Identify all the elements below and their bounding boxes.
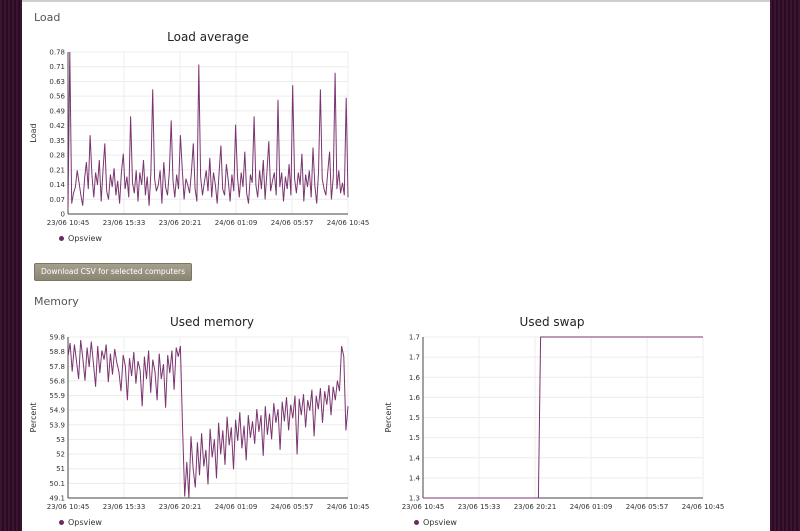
y-tick-label: 52 [56,451,65,459]
y-tick-label: 54.9 [49,407,65,415]
y-tick-label: 56.8 [49,377,65,385]
y-axis-label: Load [29,123,38,142]
legend-dot-icon [59,236,64,241]
x-tick-label: 24/06 01:09 [215,219,258,227]
y-tick-label: 1.5 [409,434,420,442]
x-tick-label: 23/06 15:33 [458,503,501,511]
y-tick-label: 0.49 [49,107,65,115]
y-tick-label: 0.35 [49,137,65,145]
x-tick-label: 24/06 05:57 [271,503,314,511]
chart-title-load: Load average [167,30,249,44]
y-tick-label: 1.4 [409,474,421,482]
series-line-opsview [423,336,703,499]
y-tick-label: 0 [61,211,65,219]
y-tick-label: 0.07 [49,196,65,204]
y-tick-label: 0.42 [49,122,65,130]
chart-title-memory: Used memory [170,315,254,329]
y-tick-label: 1.3 [409,495,420,503]
y-tick-label: 49.1 [49,495,65,503]
used-swap-chart: 1.3 1.4 1.4 1.5 1.5 1.6 1.6 1.7 1.7 23/06 10:45 23… [384,334,725,512]
x-tick-label: 24/06 01:09 [570,503,613,511]
y-tick-label: 1.5 [409,414,420,422]
left-background-stripes [0,0,22,531]
legend-label-swap: Opsview [423,518,457,527]
legend-label-load: Opsview [68,234,102,243]
x-tick-label: 23/06 15:33 [103,503,146,511]
x-tick-label: 23/06 20:21 [159,503,202,511]
y-axis-label: Percent [384,402,393,432]
x-tick-label: 24/06 10:45 [327,503,370,511]
y-tick-label: 0.78 [49,49,65,57]
y-tick-label: 0.56 [49,93,65,101]
y-tick-label: 50.1 [49,480,65,488]
content-panel: Load Load average 0 0.07 0.14 0.21 0.28 0.35 0… [22,0,770,531]
y-axis-label: Percent [29,402,38,432]
load-average-chart: 0 0.07 0.14 0.21 0.28 0.35 0.42 0.49 0.56 0.63 0.7… [29,49,370,228]
y-tick-label: 1.7 [409,334,420,342]
x-tick-label: 24/06 10:45 [327,219,370,227]
y-tick-label: 1.7 [409,354,420,362]
y-tick-label: 0.28 [49,152,65,160]
y-tick-label: 0.14 [49,181,65,189]
x-tick-label: 23/06 20:21 [159,219,202,227]
chart-title-swap: Used swap [519,315,585,329]
y-tick-label: 57.8 [49,363,65,371]
legend-load[interactable]: Opsview [59,234,102,243]
download-csv-button[interactable]: Download CSV for selected computers [34,263,192,281]
x-tick-label: 24/06 05:57 [626,503,669,511]
x-tick-label: 24/06 05:57 [271,219,314,227]
y-tick-label: 53.9 [49,421,65,429]
y-tick-label: 0.21 [49,166,65,174]
x-tick-label: 23/06 10:45 [47,503,90,511]
x-tick-label: 23/06 10:45 [47,219,90,227]
x-tick-label: 23/06 15:33 [103,219,146,227]
used-memory-chart: 49.1 50.1 51 52 53 53.9 54.9 55.9 56.8 57.8 58.8 59… [29,334,370,512]
section-title-memory: Memory [34,295,79,308]
y-tick-label: 51 [56,465,65,473]
y-tick-label: 53 [56,436,65,444]
right-background-stripes [770,0,800,531]
x-tick-label: 23/06 20:21 [514,503,557,511]
y-tick-label: 1.6 [409,394,421,402]
y-tick-label: 0.71 [49,63,65,71]
x-tick-label: 23/06 10:45 [402,503,445,511]
legend-dot-icon [414,520,419,525]
legend-memory[interactable]: Opsview [59,518,102,527]
legend-label-memory: Opsview [68,518,102,527]
x-tick-label: 24/06 01:09 [215,503,258,511]
series-line-opsview [67,51,349,210]
y-tick-label: 1.4 [409,454,421,462]
y-tick-label: 55.9 [49,392,65,400]
x-tick-label: 24/06 10:45 [682,503,725,511]
y-tick-label: 1.6 [409,374,421,382]
y-tick-label: 59.8 [49,334,65,342]
y-tick-label: 58.8 [49,348,65,356]
section-title-load: Load [34,11,61,24]
legend-swap[interactable]: Opsview [414,518,457,527]
y-tick-label: 0.63 [49,78,65,86]
legend-dot-icon [59,520,64,525]
series-line-opsview [67,339,349,499]
